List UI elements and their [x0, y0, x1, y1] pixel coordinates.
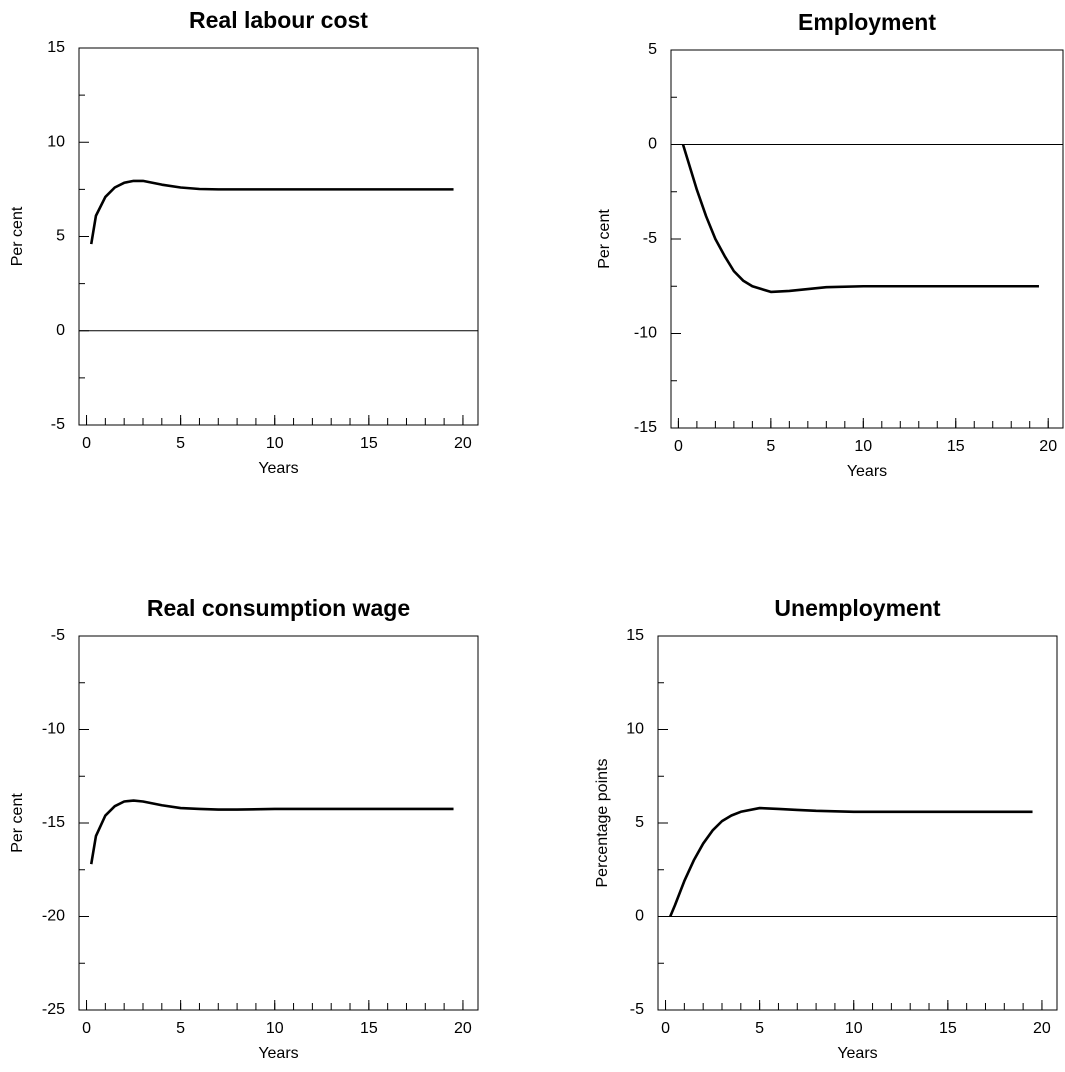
x-tick-label: 15: [947, 438, 965, 455]
y-tick-label: -5: [643, 230, 657, 247]
chart-title: Unemployment: [774, 595, 940, 621]
x-tick-label: 10: [854, 438, 872, 455]
x-tick-label: 15: [360, 1020, 378, 1037]
chart-title: Real labour cost: [189, 7, 368, 33]
x-tick-label: 10: [266, 435, 284, 452]
x-tick-label: 20: [454, 1020, 472, 1037]
x-tick-label: 5: [176, 1020, 185, 1037]
line-series: [669, 806, 1033, 918]
y-tick-label: 0: [56, 322, 65, 339]
line-series: [681, 144, 1039, 294]
y-tick-label: -15: [634, 419, 657, 436]
x-tick-label: 0: [661, 1020, 670, 1037]
y-axis-label: Percentage points: [594, 759, 611, 888]
x-tick-label: 10: [266, 1020, 284, 1037]
x-tick-label: 15: [360, 435, 378, 452]
line-series: [89, 179, 454, 245]
x-tick-label: 20: [1039, 438, 1057, 455]
y-tick-label: 0: [648, 136, 657, 153]
x-tick-label: 0: [82, 435, 91, 452]
line-series: [89, 799, 454, 865]
y-tick-label: -5: [51, 416, 65, 433]
chart-title: Employment: [798, 9, 936, 35]
y-tick-label: -5: [630, 1001, 644, 1018]
y-tick-label: 10: [47, 133, 65, 150]
y-axis-label: Per cent: [9, 793, 26, 853]
x-axis-label: Years: [258, 460, 298, 477]
y-tick-label: 5: [648, 41, 657, 58]
y-tick-label: 15: [626, 627, 644, 644]
y-tick-label: 15: [47, 39, 65, 56]
y-tick-label: -20: [42, 908, 65, 925]
y-tick-label: -10: [634, 325, 657, 342]
x-tick-label: 5: [766, 438, 775, 455]
plot-frame: [78, 635, 479, 1011]
y-tick-label: 5: [56, 228, 65, 245]
x-tick-label: 0: [674, 438, 683, 455]
x-axis-label: Years: [847, 463, 887, 480]
y-tick-label: -10: [42, 721, 65, 738]
x-tick-label: 20: [454, 435, 472, 452]
y-tick-label: -25: [42, 1001, 65, 1018]
x-axis-label: Years: [258, 1045, 298, 1062]
y-tick-label: -5: [51, 627, 65, 644]
chart-title: Real consumption wage: [147, 595, 410, 621]
x-tick-label: 5: [755, 1020, 764, 1037]
x-tick-label: 20: [1033, 1020, 1051, 1037]
plot-frame: [657, 635, 1058, 1011]
plot-frame: [78, 47, 479, 426]
x-axis-label: Years: [837, 1045, 877, 1062]
y-tick-label: 10: [626, 721, 644, 738]
x-tick-label: 10: [845, 1020, 863, 1037]
x-tick-label: 0: [82, 1020, 91, 1037]
y-tick-label: -15: [42, 814, 65, 831]
y-axis-label: Per cent: [9, 206, 26, 266]
plot-frame: [670, 49, 1064, 429]
x-tick-label: 5: [176, 435, 185, 452]
y-tick-label: 0: [635, 908, 644, 925]
y-axis-label: Per cent: [596, 209, 613, 269]
y-tick-label: 5: [635, 814, 644, 831]
x-tick-label: 15: [939, 1020, 957, 1037]
